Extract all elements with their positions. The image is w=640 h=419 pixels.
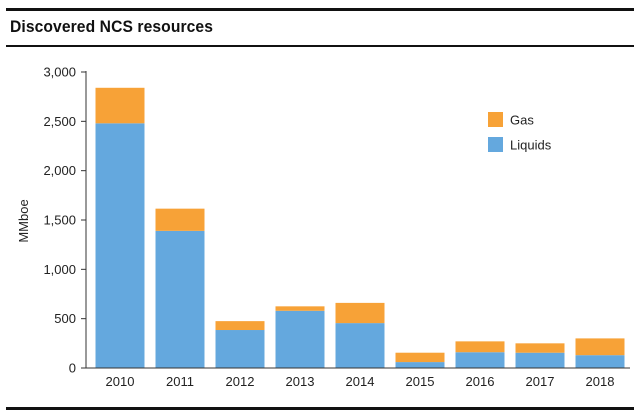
y-axis-label: MMboe <box>16 199 31 242</box>
bar-liquids-2015 <box>395 362 445 368</box>
bottom-rule <box>6 407 634 410</box>
legend-swatch-liquids <box>488 137 503 152</box>
x-tick-label: 2018 <box>586 374 615 389</box>
y-tick-label: 500 <box>54 311 76 326</box>
x-tick-label: 2012 <box>226 374 255 389</box>
y-tick-label: 3,000 <box>43 65 76 80</box>
y-tick-label: 0 <box>69 361 76 376</box>
y-tick-label: 2,000 <box>43 163 76 178</box>
legend-label-liquids: Liquids <box>510 138 552 153</box>
legend-label-gas: Gas <box>510 113 534 128</box>
bar-liquids-2017 <box>515 352 565 368</box>
x-tick-label: 2016 <box>466 374 495 389</box>
bar-liquids-2011 <box>155 230 205 368</box>
bar-liquids-2014 <box>335 323 385 368</box>
x-tick-label: 2017 <box>526 374 555 389</box>
y-tick-label: 1,000 <box>43 262 76 277</box>
x-tick-label: 2010 <box>106 374 135 389</box>
x-tick-label: 2015 <box>406 374 435 389</box>
y-tick-label: 2,500 <box>43 114 76 129</box>
x-tick-label: 2011 <box>166 374 194 389</box>
x-tick-label: 2013 <box>286 374 315 389</box>
bar-liquids-2016 <box>455 352 505 368</box>
y-tick-label: 1,500 <box>43 213 76 228</box>
bar-gas-2014 <box>335 302 385 324</box>
bar-gas-2013 <box>275 306 325 311</box>
legend: Gas Liquids <box>488 112 552 153</box>
bar-gas-2017 <box>515 343 565 353</box>
x-tick-label: 2014 <box>346 374 375 389</box>
title-rule <box>6 45 634 47</box>
bar-gas-2011 <box>155 208 205 231</box>
chart-title: Discovered NCS resources <box>10 17 214 36</box>
bar-liquids-2018 <box>575 355 625 368</box>
bar-liquids-2010 <box>95 123 145 368</box>
legend-swatch-gas <box>488 112 503 127</box>
x-axis: 2010 2011 2012 2013 2014 2015 2016 2017 2018 <box>86 367 630 389</box>
bar-gas-2012 <box>215 321 265 331</box>
bar-liquids-2013 <box>275 310 325 368</box>
top-rule <box>6 8 634 11</box>
bars <box>95 87 625 368</box>
y-axis: 0 500 1,000 1,500 2,000 2,500 3,000 <box>43 65 87 376</box>
bar-gas-2018 <box>575 338 625 356</box>
bar-gas-2016 <box>455 341 505 353</box>
bar-gas-2010 <box>95 87 145 124</box>
bar-liquids-2012 <box>215 330 265 368</box>
bar-gas-2015 <box>395 352 445 363</box>
